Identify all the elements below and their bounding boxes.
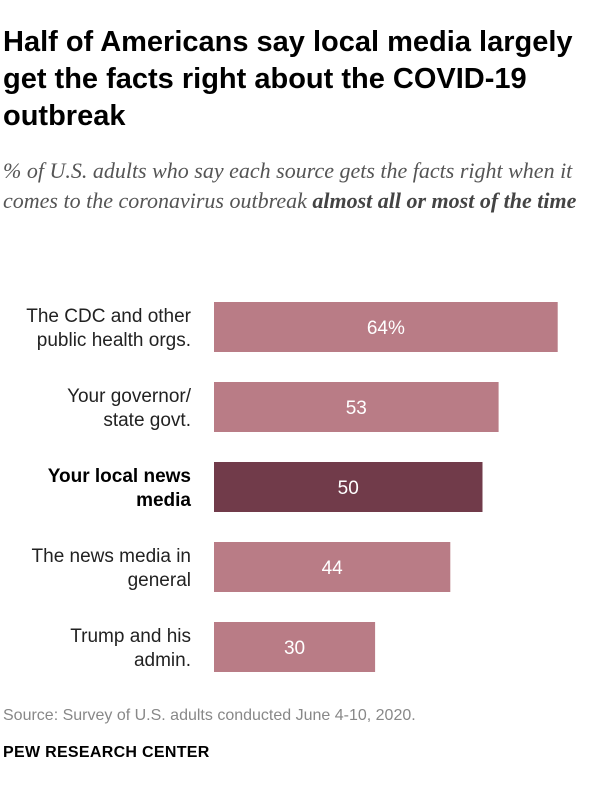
bar-value-label: 64% [367, 318, 405, 339]
category-label: The news media in [32, 546, 191, 567]
bar-row: 50 Your local news media [48, 462, 483, 512]
bar-value-label: 30 [284, 638, 305, 659]
bar-row: 44 The news media in general [32, 542, 451, 592]
bar-value-label: 53 [346, 398, 367, 419]
bar-row: 64% The CDC and other public health orgs. [26, 302, 558, 352]
category-label: The CDC and other [26, 306, 191, 327]
source-note: Source: Survey of U.S. adults conducted … [3, 707, 416, 724]
category-label: state govt. [103, 410, 191, 431]
chart-subtitle: % of U.S. adults who say each source get… [3, 156, 608, 216]
bar-chart: 64% The CDC and other public health orgs. 5… [26, 302, 558, 672]
category-label: media [136, 490, 191, 511]
category-label: Your local news [48, 466, 191, 487]
bar-row: 53 Your governor/state govt. [67, 382, 499, 432]
bar [214, 382, 499, 432]
bar [214, 462, 483, 512]
bar-value-label: 50 [338, 478, 359, 499]
category-label: general [128, 570, 191, 591]
bar [214, 302, 558, 352]
chart-title: Half of Americans say local media largel… [3, 26, 573, 132]
category-label: Your governor/ [67, 386, 192, 407]
category-label: Trump and his [70, 626, 191, 647]
bar [214, 622, 376, 672]
bar-value-label: 44 [322, 558, 344, 579]
brand-logo-text: PEW RESEARCH CENTER [3, 744, 210, 761]
category-label: admin. [134, 650, 191, 671]
category-label: public health orgs. [37, 330, 191, 351]
subtitle-emphasis: almost all or most of the time [312, 188, 577, 213]
bar [214, 542, 451, 592]
bar-row: 30 Trump and his admin. [70, 622, 376, 672]
subtitle-text: % of U.S. adults who say each source get… [3, 158, 573, 213]
